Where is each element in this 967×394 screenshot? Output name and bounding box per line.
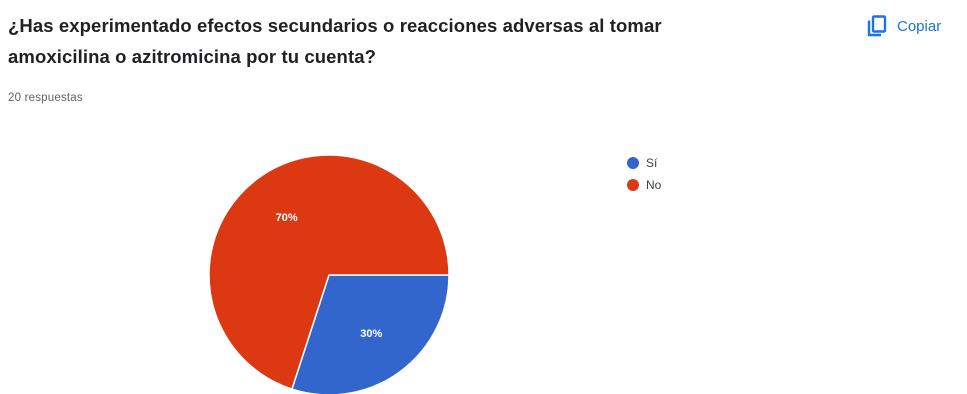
pie-slice-si[interactable] — [290, 274, 450, 394]
pie-chart: 30% 70% — [208, 154, 450, 394]
legend-swatch — [627, 157, 639, 169]
response-count: 20 respuestas — [8, 92, 83, 104]
question-title: ¿Has experimentado efectos secundarios o… — [8, 15, 662, 67]
pie-slice-no[interactable] — [208, 154, 450, 391]
copy-button-label: Copiar — [897, 17, 942, 35]
legend-item[interactable]: Sí — [627, 152, 661, 174]
legend-swatch — [627, 179, 639, 191]
chart-legend: Sí No — [627, 152, 661, 196]
legend-label: No — [646, 178, 662, 192]
pie-group: 30% 70% — [208, 154, 450, 394]
pie-slice-label: 70% — [276, 212, 298, 224]
legend-label: Sí — [646, 156, 658, 170]
legend-item[interactable]: No — [627, 174, 661, 196]
pie-slice-label: 30% — [360, 328, 382, 340]
copy-button[interactable]: Copiar — [867, 10, 941, 42]
copy-icon — [867, 15, 887, 37]
